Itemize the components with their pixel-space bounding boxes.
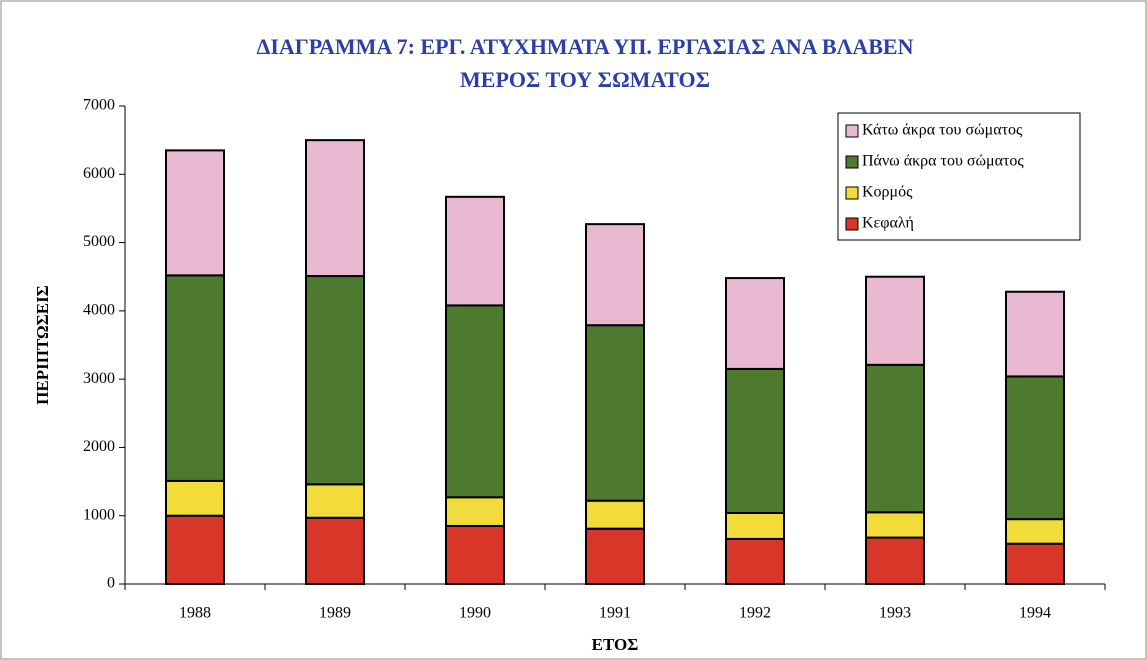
x-tick-label: 1988 (179, 605, 211, 622)
bar-segment (305, 275, 365, 486)
bar-segment (865, 275, 925, 366)
bar-segment (165, 514, 225, 586)
x-tick-label: 1992 (739, 605, 771, 622)
legend-swatch (845, 217, 859, 231)
bar-segment (1005, 518, 1065, 545)
bar-segment (865, 536, 925, 586)
y-tick-label: 3000 (83, 370, 115, 387)
bar-segment (1005, 542, 1065, 585)
chart-title: ΔΙΑΓΡΑΜΜΑ 7: ΕΡΓ. ΑΤΥΧΗΜΑΤΑ ΥΠ. ΕΡΓΑΣΙΑΣ… (257, 34, 914, 59)
legend-swatch (845, 186, 859, 200)
bar-segment (585, 527, 645, 586)
x-tick-label: 1989 (319, 605, 351, 622)
legend-swatch (845, 124, 859, 138)
y-tick-label: 2000 (83, 438, 115, 455)
x-tick-label: 1994 (1019, 605, 1051, 622)
bar-segment (865, 511, 925, 539)
bar-segment (305, 483, 365, 519)
x-tick-label: 1990 (459, 605, 491, 622)
bar-segment (445, 496, 505, 527)
bar-segment (165, 479, 225, 517)
legend-label: Κεφαλή (862, 215, 914, 232)
y-tick-label: 1000 (83, 506, 115, 523)
y-tick-label: 0 (107, 575, 115, 592)
bar-segment (1005, 375, 1065, 521)
bar-segment (445, 195, 505, 307)
bar-segment (725, 277, 785, 370)
bar-segment (865, 363, 925, 514)
legend-box (837, 112, 1081, 241)
bar-segment (1005, 290, 1065, 378)
legend-swatch (845, 155, 859, 169)
x-tick-label: 1991 (599, 605, 631, 622)
bar-segment (445, 524, 505, 586)
x-axis-title: ΕΤΟΣ (592, 635, 639, 654)
bar-segment (725, 537, 785, 586)
chart-subtitle: ΜΕΡΟΣ ΤΟΥ ΣΩΜΑΤΟΣ (460, 67, 710, 92)
y-axis-title: ΠΕΡΙΠΤΩΣΕΙΣ (33, 285, 52, 405)
y-tick-label: 7000 (83, 97, 115, 114)
y-tick-label: 4000 (83, 302, 115, 319)
legend-label: Πάνω άκρα του σώματος (862, 153, 1024, 170)
bar-segment (585, 499, 645, 530)
bar-segment (585, 324, 645, 502)
bar-segment (165, 149, 225, 277)
legend-label: Κάτω άκρα του σώματος (862, 122, 1023, 139)
y-tick-label: 6000 (83, 165, 115, 182)
bar-segment (725, 511, 785, 540)
legend-label: Κορμός (862, 184, 913, 201)
x-tick-label: 1993 (879, 605, 911, 622)
bar-segment (725, 367, 785, 514)
y-tick-label: 5000 (83, 233, 115, 250)
bar-segment (305, 139, 365, 278)
bar-segment (165, 274, 225, 482)
bar-segment (585, 223, 645, 327)
bar-segment (445, 304, 505, 499)
bar-segment (305, 516, 365, 586)
